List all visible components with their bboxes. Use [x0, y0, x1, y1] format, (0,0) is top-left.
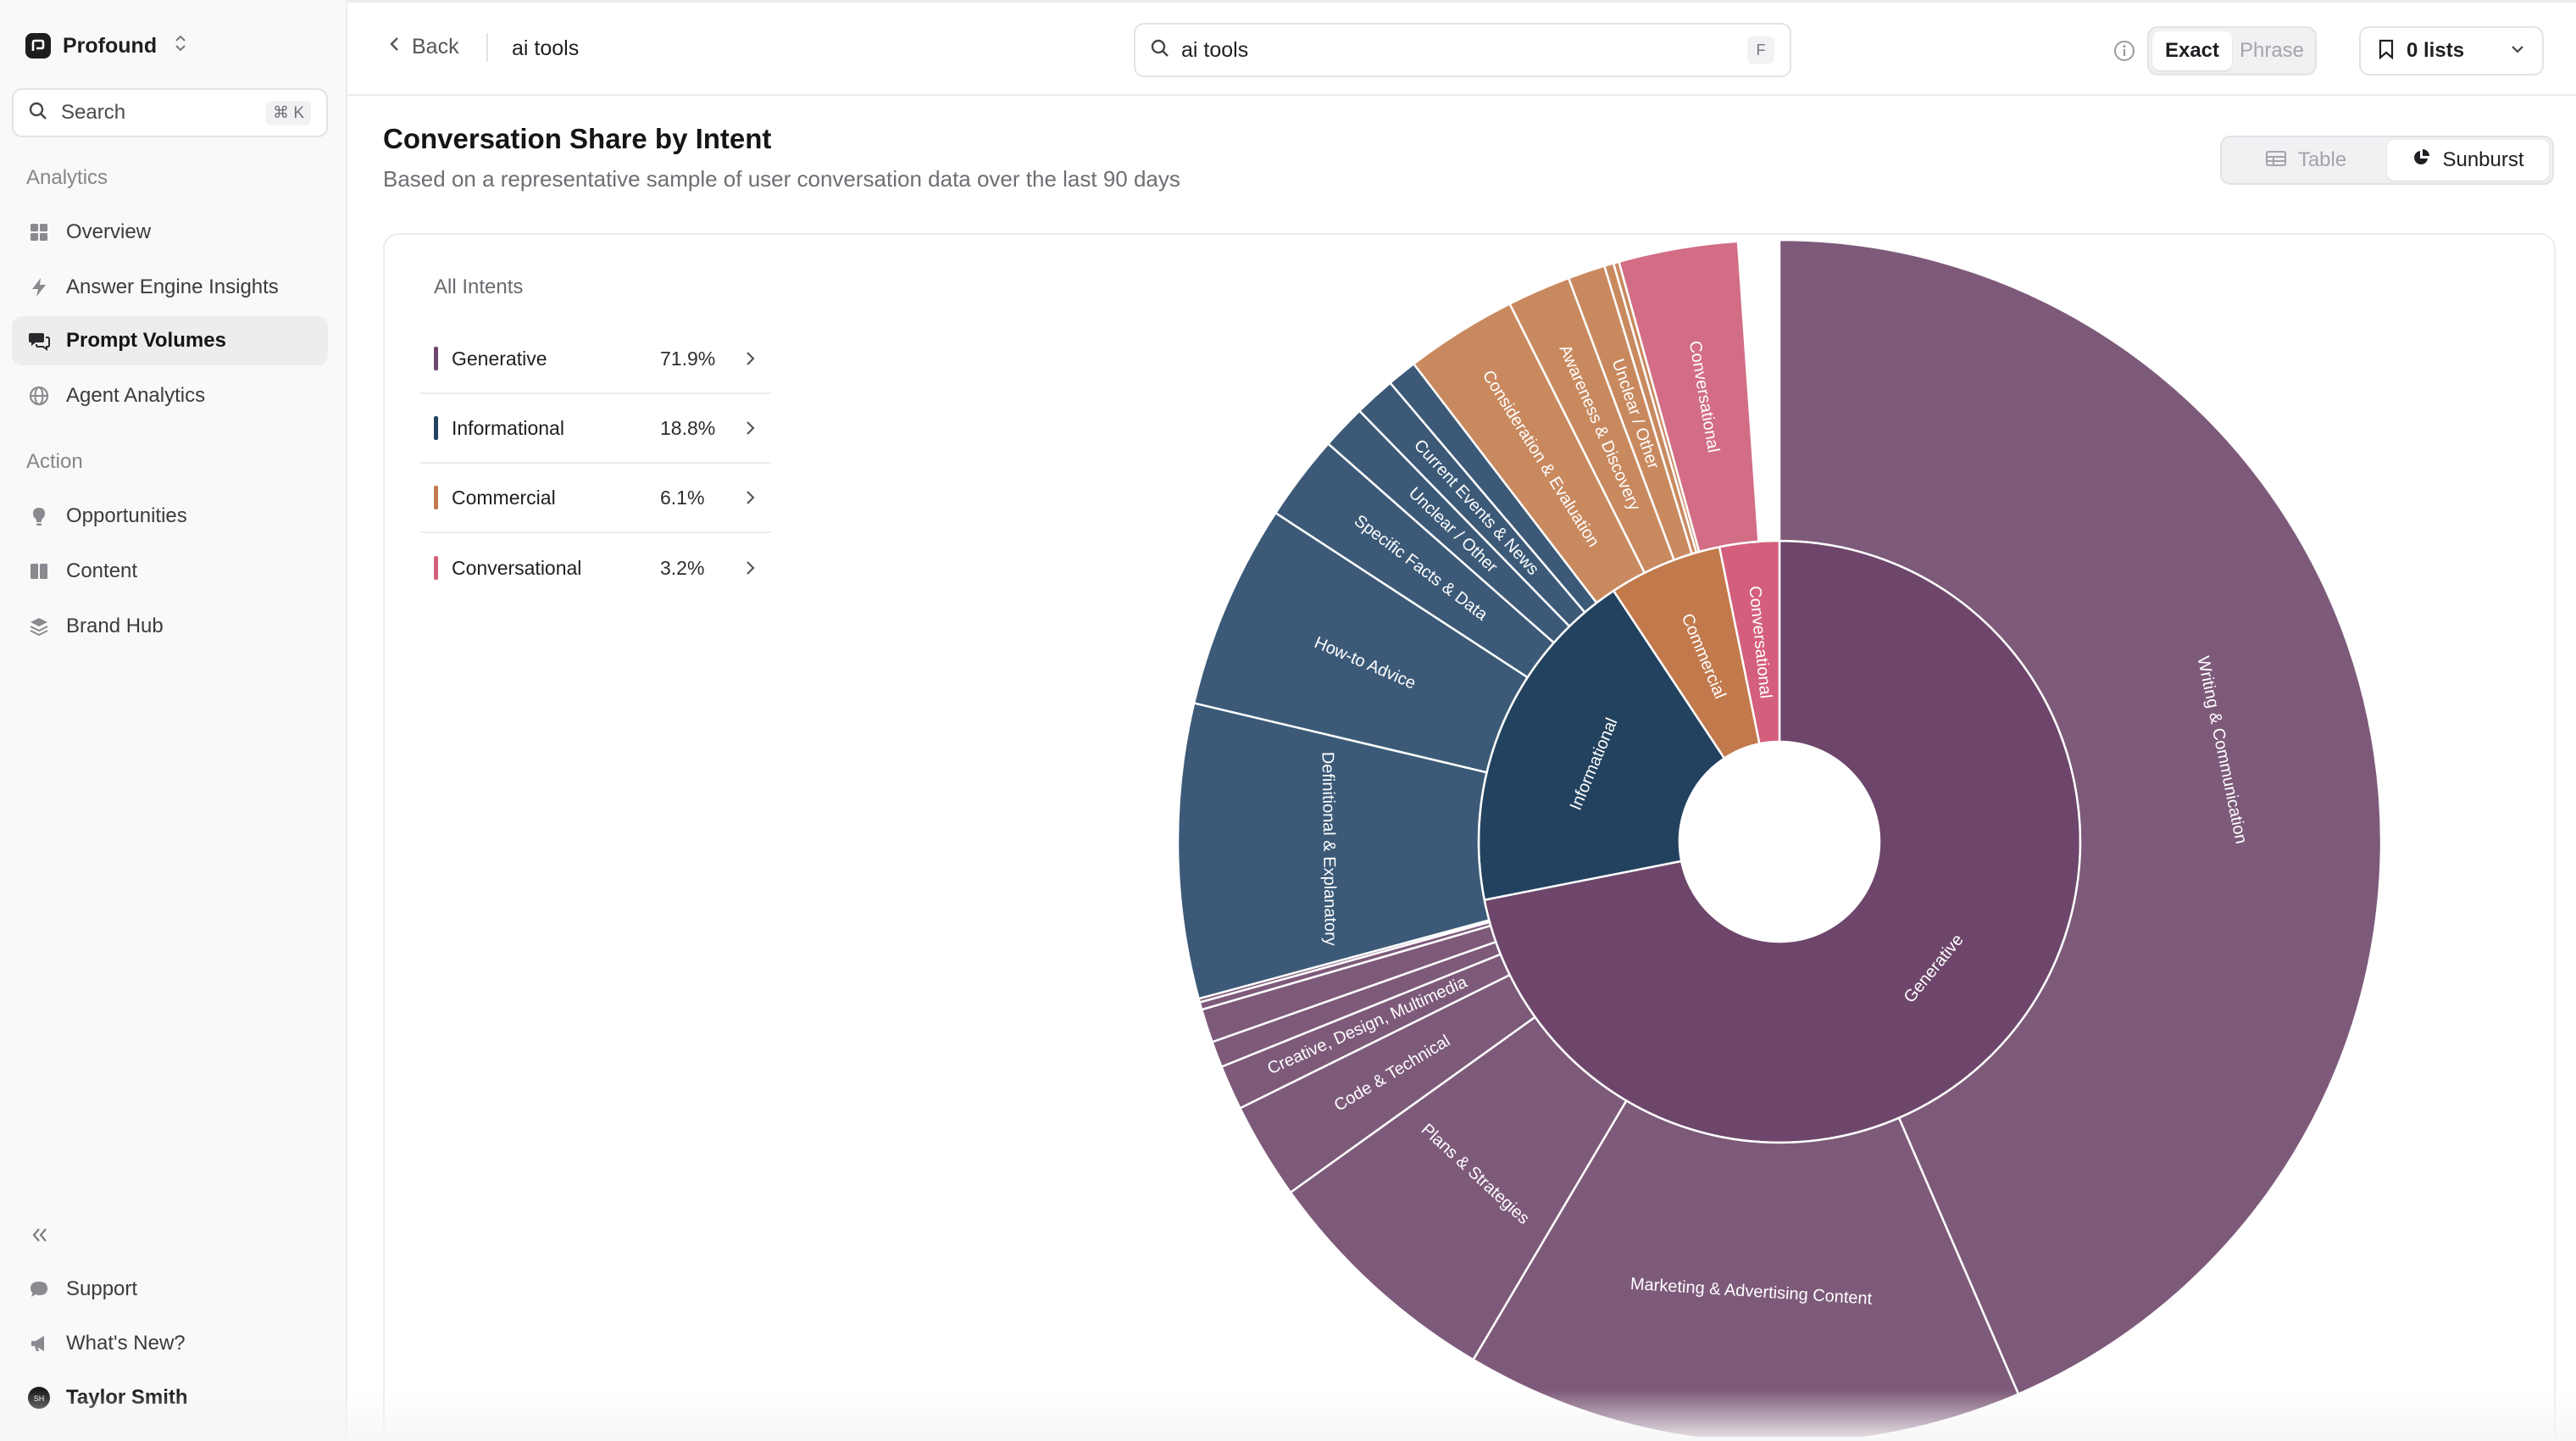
legend-name: Informational	[452, 416, 564, 439]
org-switcher[interactable]: Profound	[25, 29, 187, 63]
sidebar-item-label: Brand Hub	[66, 615, 164, 637]
action-section-label: Action	[26, 450, 83, 473]
user-menu[interactable]: SH Taylor Smith	[12, 1373, 328, 1422]
info-icon[interactable]	[2112, 38, 2137, 64]
back-button[interactable]: Back	[388, 35, 459, 59]
sidebar-search-placeholder: Search	[61, 101, 126, 124]
sidebar-item-prompt-volumes[interactable]: Prompt Volumes	[12, 316, 328, 365]
match-phrase-option[interactable]: Phrase	[2239, 39, 2305, 62]
main-content: Back ai tools ai tools F Exact Phrase	[347, 0, 2576, 1441]
lists-dropdown[interactable]: 0 lists	[2359, 26, 2544, 75]
sidebar-item-label: Answer Engine Insights	[66, 275, 279, 298]
sunburst-label-definitional-explanatory: Definitional & Explanatory	[1318, 752, 1340, 946]
bookmark-icon	[2378, 39, 2395, 64]
legend-color-swatch	[434, 486, 438, 509]
back-label: Back	[412, 35, 459, 58]
legend-color-swatch	[434, 556, 438, 580]
search-icon	[29, 102, 47, 125]
pie-chart-icon	[2412, 148, 2430, 173]
match-type-toggle[interactable]: Exact Phrase	[2147, 26, 2317, 75]
sidebar-item-support[interactable]: Support	[12, 1265, 328, 1314]
search-shortcut: ⌘ K	[266, 100, 311, 125]
sunburst-outer-writing-communication[interactable]	[1778, 238, 2381, 1396]
legend-color-swatch	[434, 347, 438, 370]
avatar-initials: SH	[34, 1394, 45, 1403]
chevron-right-icon	[747, 421, 755, 435]
sidebar-item-agent-analytics[interactable]: Agent Analytics	[12, 371, 328, 420]
chat-icon	[27, 329, 51, 353]
query-search-input[interactable]: ai tools F	[1134, 23, 1791, 77]
sidebar-item-label: Prompt Volumes	[66, 329, 226, 352]
chevron-updown-icon[interactable]	[174, 33, 187, 58]
legend-color-swatch	[434, 416, 438, 440]
sidebar-item-label: Support	[66, 1277, 138, 1300]
bolt-icon	[27, 275, 51, 299]
legend-item-generative[interactable]: Generative 71.9%	[420, 325, 771, 394]
chevron-left-icon	[388, 35, 400, 59]
sidebar-item-label: Content	[66, 559, 138, 582]
org-name: Profound	[63, 33, 158, 58]
legend-pct: 71.9%	[660, 347, 716, 370]
layers-icon	[27, 615, 51, 638]
sidebar-item-content[interactable]: Content	[12, 547, 328, 596]
user-name: Taylor Smith	[66, 1386, 188, 1409]
sidebar-item-answer-engine-insights[interactable]: Answer Engine Insights	[12, 263, 328, 312]
sidebar-item-whats-new[interactable]: What's New?	[12, 1319, 328, 1368]
view-sunburst-label: Sunburst	[2442, 148, 2524, 171]
legend-pct: 18.8%	[660, 416, 716, 439]
topbar: Back ai tools ai tools F Exact Phrase	[347, 3, 2576, 96]
lightbulb-icon	[27, 504, 51, 528]
avatar: SH	[27, 1386, 51, 1410]
sunburst-center-hole	[1679, 742, 1879, 942]
page-subtitle: Based on a representative sample of user…	[383, 166, 1180, 192]
sidebar-item-label: What's New?	[66, 1332, 186, 1355]
legend-pct: 6.1%	[660, 486, 705, 509]
collapse-sidebar-icon[interactable]	[27, 1222, 53, 1248]
legend-name: Commercial	[452, 486, 556, 509]
grid-icon	[27, 220, 51, 244]
chevron-right-icon	[747, 352, 755, 365]
sidebar-item-opportunities[interactable]: Opportunities	[12, 492, 328, 541]
legend-item-commercial[interactable]: Commercial 6.1%	[420, 464, 771, 533]
analytics-section-label: Analytics	[26, 166, 108, 189]
legend-name: Generative	[452, 347, 547, 370]
globe-icon	[27, 384, 51, 408]
megaphone-icon	[27, 1332, 51, 1355]
sidebar: Profound Search ⌘ K Analytics Overview A…	[0, 0, 347, 1441]
legend-name: Conversational	[452, 556, 582, 579]
lists-label: 0 lists	[2407, 39, 2465, 62]
chevron-down-icon	[2510, 43, 2525, 58]
book-icon	[27, 559, 51, 583]
sidebar-item-overview[interactable]: Overview	[12, 208, 328, 257]
profound-logo-icon	[25, 33, 51, 58]
table-icon	[2265, 148, 2286, 172]
sidebar-item-label: Agent Analytics	[66, 384, 206, 407]
breadcrumb-divider	[486, 33, 488, 62]
view-toggle[interactable]: Table Sunburst	[2220, 136, 2554, 185]
sunburst-outer-conversational[interactable]	[1617, 240, 1760, 554]
match-exact-option[interactable]: Exact	[2152, 31, 2232, 70]
sunburst-outer-marketing-advertising-content[interactable]	[1471, 1099, 2020, 1437]
chevron-right-icon	[747, 561, 755, 575]
search-icon	[1151, 39, 1169, 62]
view-sunburst-option[interactable]: Sunburst	[2387, 140, 2549, 181]
sidebar-item-label: Opportunities	[66, 504, 187, 527]
legend-item-conversational[interactable]: Conversational 3.2%	[420, 533, 771, 603]
sidebar-item-label: Overview	[66, 220, 152, 243]
view-table-option[interactable]: Table	[2225, 140, 2387, 181]
sidebar-search[interactable]: Search ⌘ K	[12, 88, 328, 137]
page-title: Conversation Share by Intent	[383, 123, 772, 154]
query-value: ai tools	[1181, 37, 1249, 62]
sidebar-item-brand-hub[interactable]: Brand Hub	[12, 602, 328, 651]
chat-bubble-icon	[27, 1277, 51, 1301]
legend-pct: 3.2%	[660, 556, 705, 579]
legend-item-informational[interactable]: Informational 18.8%	[420, 394, 771, 464]
breadcrumb: ai tools	[512, 36, 580, 60]
query-shortcut: F	[1747, 36, 1774, 64]
chevron-right-icon	[747, 491, 755, 504]
view-table-label: Table	[2297, 148, 2347, 171]
legend-title: All Intents	[434, 275, 524, 298]
